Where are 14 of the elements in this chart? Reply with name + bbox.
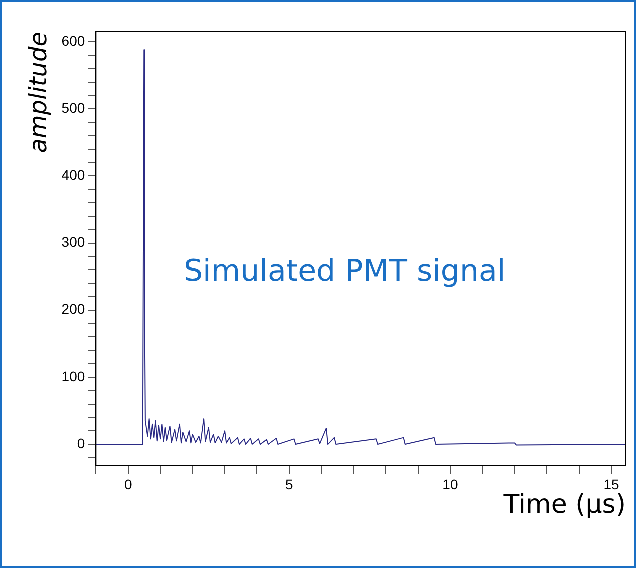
x-tick-label: 10 xyxy=(442,476,458,492)
x-axis-title: Time (μs) xyxy=(502,490,626,520)
annotation: Simulated PMT signal xyxy=(184,254,506,289)
y-tick-label: 200 xyxy=(62,301,86,318)
y-tick-label: 500 xyxy=(62,100,86,116)
x-tick-label: 5 xyxy=(286,476,294,492)
y-tick-label: 100 xyxy=(62,368,86,384)
y-tick-label: 400 xyxy=(62,167,86,184)
y-axis-title: amplitude xyxy=(24,32,53,154)
y-tick-label: 0 xyxy=(77,435,86,452)
y-tick-label: 600 xyxy=(62,32,86,49)
x-tick-label: 15 xyxy=(604,476,620,492)
y-tick-label: 300 xyxy=(62,234,86,250)
x-tick-label: 0 xyxy=(124,476,132,492)
